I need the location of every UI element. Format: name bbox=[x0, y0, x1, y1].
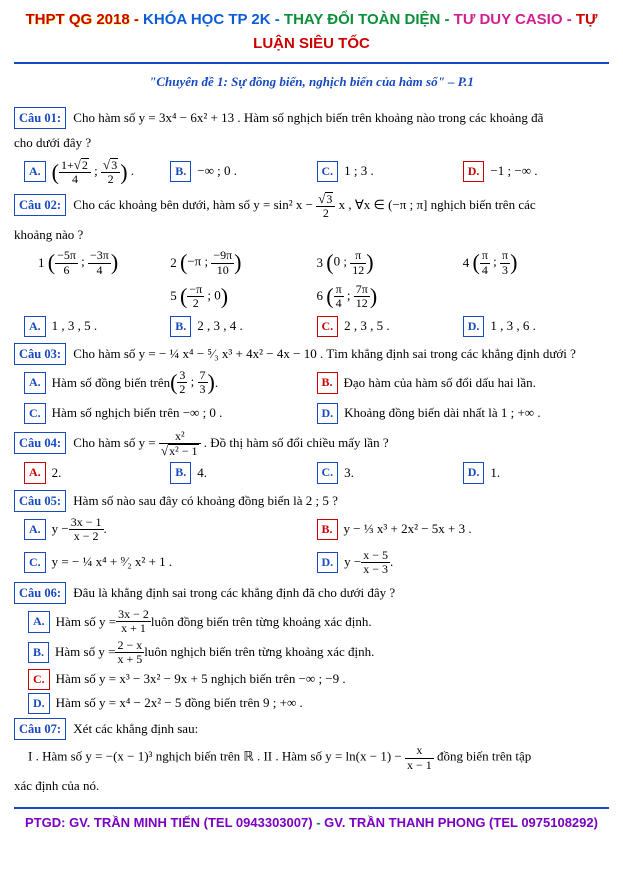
q02: Câu 02: Cho các khoảng bên dưới, hàm số … bbox=[14, 192, 609, 220]
q05-row1: A. y − 3x − 1x − 2 . B.y − ⅓ x³ + 2x² − … bbox=[24, 516, 609, 543]
hdr-1: THPT QG 2018 bbox=[26, 11, 130, 28]
q07: Câu 07: Xét các khẳng định sau: bbox=[14, 718, 609, 740]
q03: Câu 03: Cho hàm số y = − ¼ x⁴ − ⁵⁄₃ x³ +… bbox=[14, 343, 609, 365]
q01: Câu 01: Cho hàm số y = 3x⁴ − 6x² + 13 . … bbox=[14, 107, 609, 129]
q07-line3: xác định của nó. bbox=[14, 776, 609, 797]
divider-top bbox=[14, 62, 609, 64]
hdr-2: KHÓA HỌC TP 2K bbox=[143, 11, 271, 28]
q05: Câu 05: Hàm số nào sau đây có khoảng đồn… bbox=[14, 490, 609, 512]
subtitle: "Chuyên đề 1: Sự đồng biến, nghịch biến … bbox=[14, 72, 609, 93]
divider-bottom bbox=[14, 807, 609, 809]
hdr-4: TƯ DUY CASIO bbox=[454, 11, 563, 28]
q02-items-2: 5 (−π2 ; 0) 6 (π4 ; 7π12) bbox=[24, 283, 609, 310]
q04: Câu 04: Cho hàm số y = x²x² − 1 . Đồ thị… bbox=[14, 430, 609, 458]
q01-options: A. (1+24 ; 32) . B.−∞ ; 0 . C.1 ; 3 . D.… bbox=[24, 158, 609, 186]
q05-row2: C.y = − ¼ x⁴ + ⁹⁄₂ x² + 1 . D. y − x − 5… bbox=[24, 549, 609, 576]
q01-text-b: cho dưới đây ? bbox=[14, 133, 609, 154]
q03-row1: A. Hàm số đồng biến trên (32 ; 73) . B.Đ… bbox=[24, 369, 609, 396]
hdr-3: THAY ĐỔI TOÀN DIỆN bbox=[284, 11, 440, 28]
q01-text-a: Cho hàm số y = 3x⁴ − 6x² + 13 . Hàm số n… bbox=[73, 110, 543, 125]
q01-label: Câu 01: bbox=[14, 107, 66, 129]
q07-line2: I . Hàm số y = −(x − 1)³ nghịch biến trê… bbox=[28, 744, 609, 771]
q06: Câu 06: Đâu là khẳng định sai trong các … bbox=[14, 582, 609, 604]
header: THPT QG 2018 - KHÓA HỌC TP 2K - THAY ĐỔI… bbox=[14, 8, 609, 56]
q02-items-1: 1 (−5π6 ; −3π4) 2 (−π ; −9π10) 3 (0 ; π1… bbox=[24, 249, 609, 276]
page: THPT QG 2018 - KHÓA HỌC TP 2K - THAY ĐỔI… bbox=[0, 0, 623, 841]
q02-text-c: khoảng nào ? bbox=[14, 225, 609, 246]
q02-options: A.1 , 3 , 5 . B.2 , 3 , 4 . C.2 , 3 , 5 … bbox=[24, 316, 609, 337]
q03-row2: C.Hàm số nghịch biến trên −∞ ; 0 . D.Kho… bbox=[24, 403, 609, 424]
q04-options: A.2. B.4. C.3. D.1. bbox=[24, 462, 609, 483]
q02-label: Câu 02: bbox=[14, 194, 66, 216]
footer: PTGD: GV. TRẦN MINH TIẾN (TEL 0943303007… bbox=[14, 813, 609, 834]
